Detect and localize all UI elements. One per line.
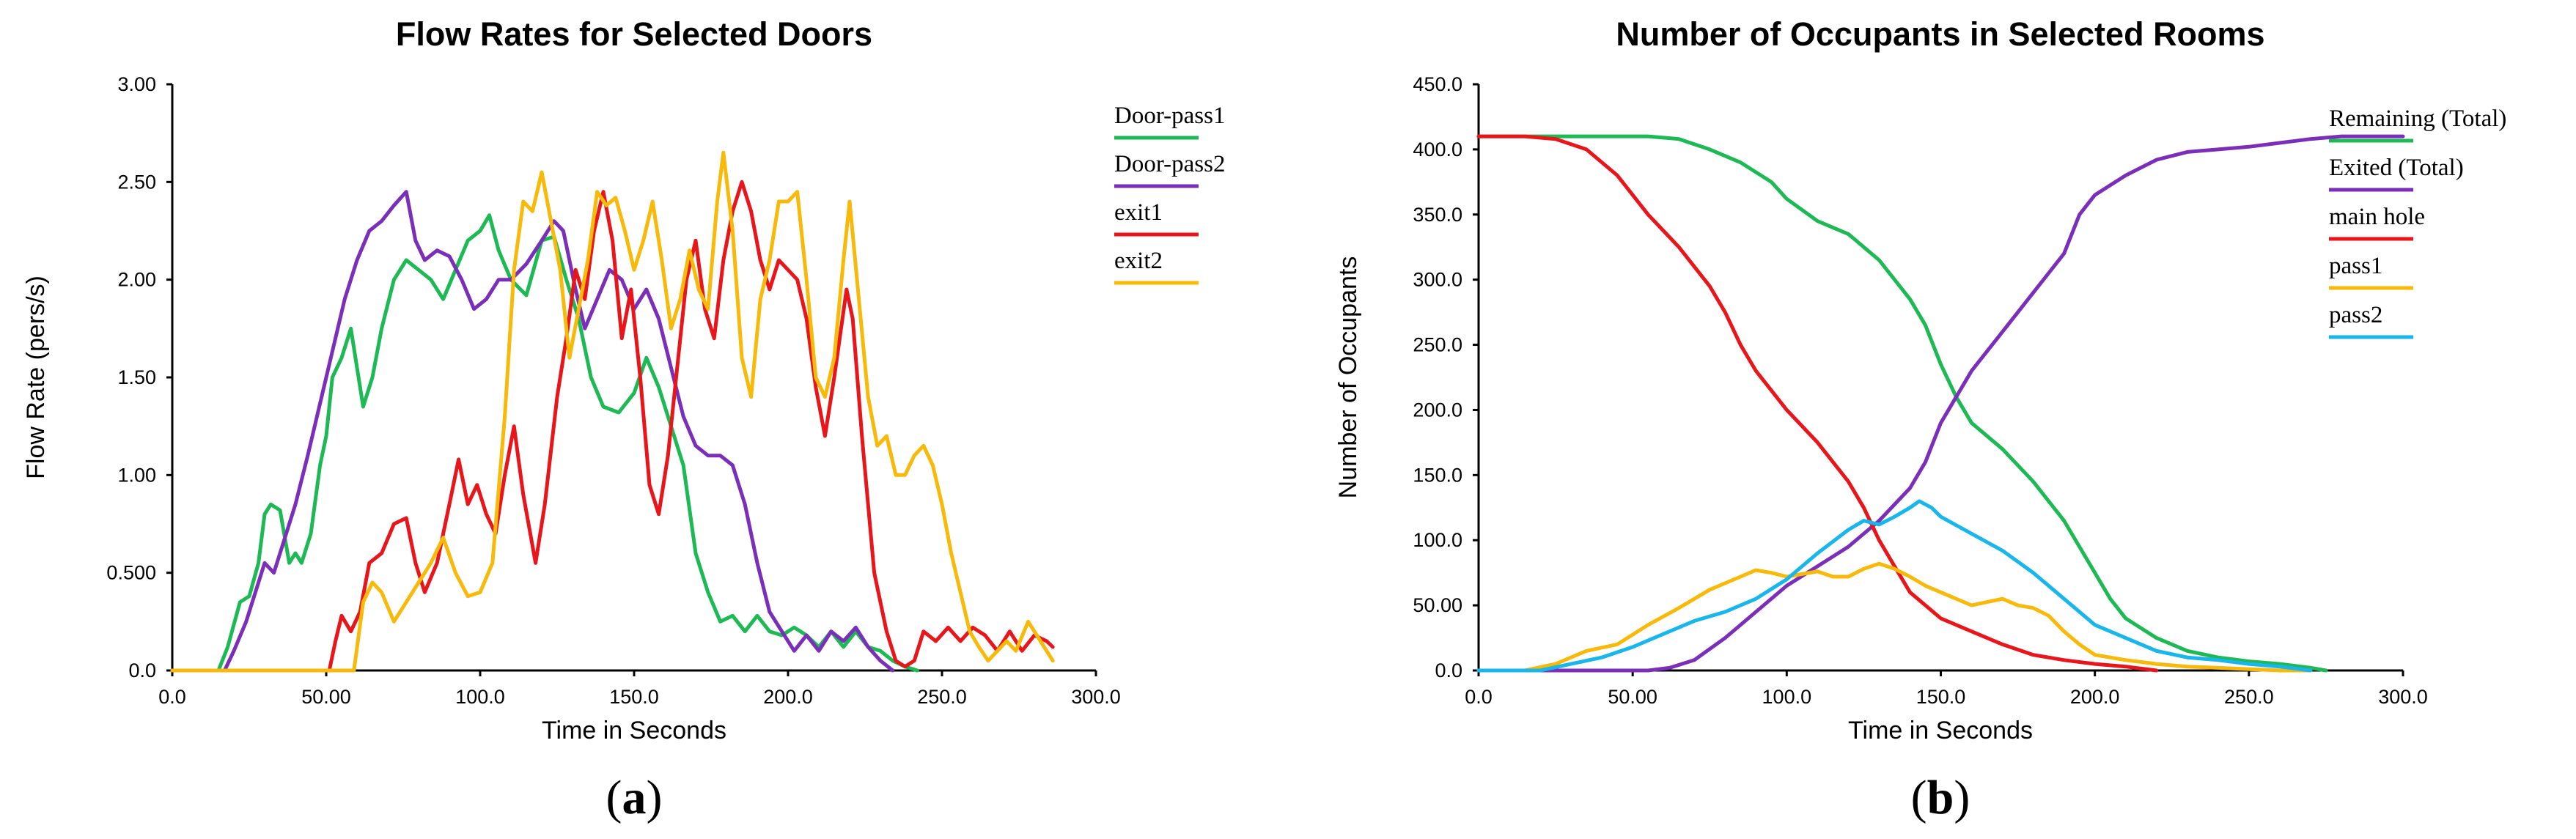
panel-label-close: ) xyxy=(647,771,663,824)
x-tick-label: 250.0 xyxy=(917,686,967,708)
panel-label: (b) xyxy=(1911,771,1970,824)
y-tick-label: 2.50 xyxy=(117,171,156,193)
y-tick-label: 250.0 xyxy=(1413,334,1462,356)
legend-label: Door-pass2 xyxy=(1114,151,1225,177)
x-tick-label: 150.0 xyxy=(609,686,659,708)
series-line-door-pass1 xyxy=(170,213,919,673)
x-tick-label: 100.0 xyxy=(455,686,505,708)
legend-label: main hole xyxy=(2329,204,2425,230)
y-tick-label: 1.00 xyxy=(117,464,156,486)
x-tick-label: 150.0 xyxy=(1916,686,1966,708)
y-tick-label: 3.00 xyxy=(117,73,156,95)
y-tick-label: 400.0 xyxy=(1413,138,1462,160)
legend-label: pass1 xyxy=(2329,253,2382,279)
series-line-main-hole xyxy=(1476,134,2159,673)
chart-title: Flow Rates for Selected Doors xyxy=(396,15,872,53)
series-line-exit1 xyxy=(170,180,1055,673)
x-tick-label: 250.0 xyxy=(2224,686,2274,708)
panel-label-letter: a xyxy=(622,771,647,824)
y-tick-label: 0.500 xyxy=(106,562,156,584)
legend-label: Door-pass1 xyxy=(1114,103,1225,129)
chart-panel-b: Number of Occupants in Selected Rooms 0.0… xyxy=(1334,15,2506,824)
y-tick-label: 100.0 xyxy=(1413,529,1462,551)
panel-label-letter: b xyxy=(1927,771,1954,824)
legend-label: pass2 xyxy=(2329,302,2382,328)
y-axis-label: Number of Occupants xyxy=(1334,256,1362,499)
x-tick-label: 300.0 xyxy=(1071,686,1121,708)
series-line-door-pass2 xyxy=(170,190,895,673)
x-tick-label: 0.0 xyxy=(1465,686,1493,708)
y-tick-label: 50.00 xyxy=(1413,594,1462,616)
panel-label-open: ( xyxy=(1911,771,1927,824)
series-line-pass1 xyxy=(1476,561,2313,673)
panel-label: (a) xyxy=(606,771,663,824)
series-line-pass2 xyxy=(1476,499,2313,673)
y-tick-label: 450.0 xyxy=(1413,73,1462,95)
y-tick-label: 1.50 xyxy=(117,366,156,388)
x-tick-label: 200.0 xyxy=(763,686,813,708)
series-line-exited-total xyxy=(1476,134,2405,673)
x-tick-label: 50.00 xyxy=(301,686,351,708)
x-axis-label: Time in Seconds xyxy=(542,717,726,744)
x-tick-label: 200.0 xyxy=(2070,686,2120,708)
x-tick-label: 300.0 xyxy=(2378,686,2428,708)
chart-panel-a: Flow Rates for Selected Doors 0.0 50.00 100… xyxy=(22,15,1225,824)
x-tick-label: 100.0 xyxy=(1762,686,1812,708)
y-tick-label: 200.0 xyxy=(1413,399,1462,421)
legend-label: exit1 xyxy=(1114,199,1163,226)
y-axis-label: Flow Rate (pers/s) xyxy=(22,276,50,479)
panel-label-close: ) xyxy=(1954,771,1970,824)
chart-title: Number of Occupants in Selected Rooms xyxy=(1616,15,2264,53)
series-line-remaining-total xyxy=(1476,134,2328,673)
y-tick-label: 0.0 xyxy=(128,659,156,681)
legend-label: exit2 xyxy=(1114,248,1163,274)
y-tick-label: 0.0 xyxy=(1435,659,1462,681)
y-tick-label: 350.0 xyxy=(1413,204,1462,226)
y-tick-label: 150.0 xyxy=(1413,464,1462,486)
legend-label: Remaining (Total) xyxy=(2329,106,2506,132)
y-tick-label: 300.0 xyxy=(1413,269,1462,291)
y-tick-label: 2.00 xyxy=(117,269,156,291)
x-tick-label: 0.0 xyxy=(158,686,186,708)
legend-label: Exited (Total) xyxy=(2329,155,2464,181)
panel-label-open: ( xyxy=(606,771,622,824)
x-axis-label: Time in Seconds xyxy=(1848,717,2033,744)
x-tick-label: 50.00 xyxy=(1608,686,1657,708)
series-line-exit2 xyxy=(170,150,1055,673)
